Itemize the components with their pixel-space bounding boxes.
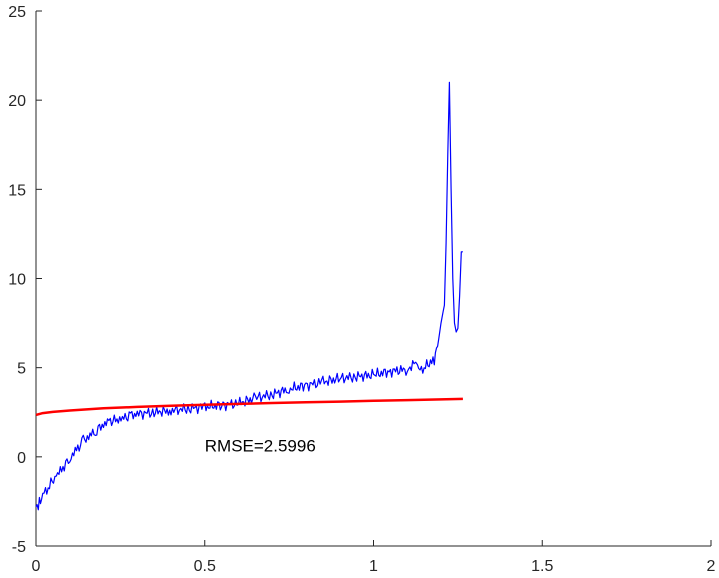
series-layer: [35, 81, 463, 511]
y-tick-label: 20: [8, 93, 26, 110]
series-line-red: [35, 397, 463, 417]
series-line-blue: [35, 81, 463, 511]
x-tick-label: 0: [32, 558, 41, 575]
rmse-annotation: RMSE=2.5996: [205, 436, 316, 455]
x-tick-labels: 0 0.5 1 1.5 2: [32, 558, 716, 575]
y-tick-label: -5: [12, 539, 26, 556]
y-tick-label: 0: [17, 450, 26, 467]
annotation-layer: RMSE=2.5996: [205, 436, 316, 455]
x-tick-label: 1: [369, 558, 378, 575]
axes: [35, 10, 712, 547]
y-tick-label: 10: [8, 272, 26, 289]
x-tick-label: 0.5: [194, 558, 216, 575]
x-tick-label: 1.5: [531, 558, 553, 575]
y-tick-label: 5: [17, 361, 26, 378]
y-tick-label: 15: [8, 182, 26, 199]
x-tick-label: 2: [707, 558, 716, 575]
y-tick-labels: -5 0 5 10 15 20 25: [8, 4, 26, 556]
y-tick-label: 25: [8, 4, 26, 21]
